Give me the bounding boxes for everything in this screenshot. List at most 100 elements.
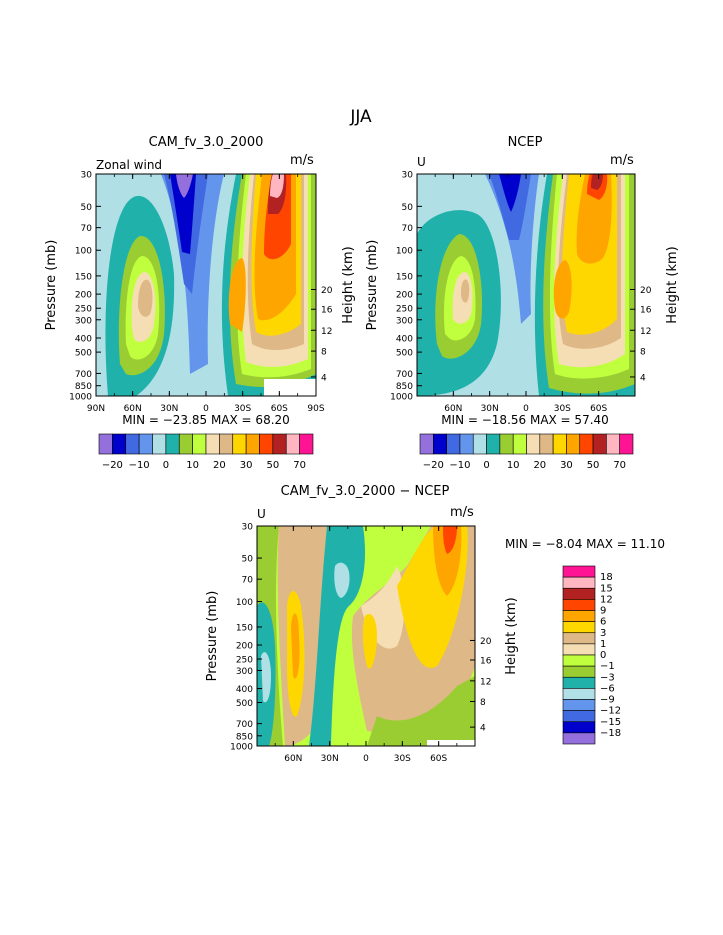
diff-contour-powder-left: [261, 652, 271, 703]
x-tick-label: 30S: [394, 754, 411, 764]
diff-y2-axis: 4 8 12 16 20: [470, 637, 492, 734]
x-tick-label: 0: [523, 404, 529, 414]
y-tick-label: 300: [75, 316, 92, 326]
x-tick-label: 60S: [271, 404, 288, 414]
diff-units: m/s: [450, 505, 474, 520]
colorbar-swatch: [299, 433, 314, 455]
colorbar-label: 10: [507, 460, 520, 471]
colorbar-swatch: [562, 732, 596, 745]
colorbar-label: 18: [600, 572, 613, 583]
diff-contour-green-right: [367, 676, 475, 746]
colorbar-label: 10: [186, 460, 199, 471]
diff-x-axis: 60N 30N 0 30S 60S: [256, 526, 476, 764]
y-tick-label: 50: [402, 203, 414, 213]
ncep-contour-cornflower: [485, 174, 539, 324]
cam-title: CAM_fv_3.0_2000: [149, 135, 264, 150]
cam-contour-purple: [176, 174, 193, 198]
y-tick-label: 50: [242, 555, 254, 565]
colorbar-swatch: [539, 433, 554, 455]
ncep-y2-axis: 4 8 12 16 20: [630, 286, 652, 383]
y2-tick-label: 12: [321, 327, 332, 337]
colorbar-label: −6: [600, 683, 615, 694]
y-tick-label: 150: [75, 272, 92, 282]
y-tick-label: 200: [236, 642, 253, 652]
y-tick-label: 70: [402, 224, 414, 234]
y-tick-label: 500: [236, 699, 253, 709]
colorbar-swatch: [486, 433, 501, 455]
x-tick-label: 60N: [124, 404, 142, 414]
colorbar-swatch: [562, 565, 596, 578]
colorbar-label: 30: [560, 460, 573, 471]
diff-contour-powder-center: [334, 562, 350, 598]
y-tick-label: 850: [396, 382, 413, 392]
figure-title: JJA: [349, 107, 372, 127]
y2-tick-label: 4: [640, 373, 646, 383]
colorbar-swatch: [579, 433, 594, 455]
y-tick-label: 400: [396, 334, 413, 344]
colorbar-swatch: [562, 621, 596, 634]
colorbar-swatch: [152, 433, 167, 455]
ncep-left-label: U: [417, 155, 426, 169]
y2-tick-label: 16: [480, 657, 492, 667]
colorbar-swatch: [566, 433, 581, 455]
y-tick-label: 70: [81, 224, 93, 234]
ncep-contour-tan: [461, 279, 470, 303]
y-tick-label: 30: [242, 523, 254, 533]
ncep-colorbar: −20 −10 0 10 20 30 50 70: [419, 433, 634, 471]
y2-tick-label: 20: [321, 286, 333, 296]
y2-tick-label: 8: [480, 698, 486, 708]
colorbar-swatch: [552, 433, 567, 455]
x-tick-label: 60N: [444, 404, 462, 414]
colorbar-swatch: [138, 433, 153, 455]
cam-panel: CAM_fv_3.0_2000 Zonal wind m/s: [44, 135, 356, 471]
colorbar-swatch: [562, 688, 596, 700]
colorbar-label: −9: [600, 695, 615, 706]
colorbar-swatch: [619, 433, 634, 455]
colorbar-swatch: [562, 699, 596, 711]
colorbar-swatch: [433, 433, 447, 455]
y-tick-label: 100: [396, 247, 413, 257]
ncep-units: m/s: [610, 153, 634, 168]
diff-min-max: MIN = −8.04 MAX = 11.10: [505, 537, 665, 551]
colorbar-label: 50: [267, 460, 280, 471]
y-tick-label: 400: [236, 685, 253, 695]
ncep-contour-blue: [499, 174, 521, 212]
colorbar-swatch: [459, 433, 474, 455]
colorbar-swatch: [562, 643, 596, 656]
colorbar-label: 0: [483, 460, 489, 471]
cam-y-label: Pressure (mb): [44, 240, 59, 331]
ncep-y-label: Pressure (mb): [365, 240, 380, 331]
y-tick-label: 150: [396, 272, 413, 282]
ncep-y2-label: Height (km): [665, 246, 680, 323]
colorbar-label: 50: [587, 460, 600, 471]
x-tick-label: 0: [203, 404, 209, 414]
colorbar-swatch: [232, 433, 247, 455]
y2-tick-label: 4: [321, 373, 327, 383]
x-tick-label: 30S: [554, 404, 571, 414]
diff-y2-label: Height (km): [504, 597, 519, 674]
colorbar-label: −12: [600, 706, 621, 717]
diff-contour-orangered-b: [443, 526, 457, 554]
colorbar-swatch: [259, 433, 274, 455]
colorbar-swatch: [219, 433, 234, 455]
colorbar-swatch: [285, 433, 300, 455]
y-tick-label: 250: [75, 305, 92, 315]
x-tick-label: 30S: [234, 404, 251, 414]
colorbar-label: 15: [600, 583, 613, 594]
y-tick-label: 500: [75, 349, 92, 359]
colorbar-label: 1: [600, 639, 606, 650]
ncep-title: NCEP: [508, 135, 543, 150]
x-tick-label: 60S: [590, 404, 607, 414]
colorbar-label: −20: [102, 460, 123, 471]
colorbar-swatch: [205, 433, 220, 455]
y-tick-label: 250: [396, 305, 413, 315]
y-tick-label: 70: [242, 576, 254, 586]
x-tick-label: 90N: [87, 404, 105, 414]
y-tick-label: 850: [236, 732, 253, 742]
colorbar-swatch: [606, 433, 620, 455]
colorbar-swatch: [125, 433, 140, 455]
colorbar-swatch: [472, 433, 487, 455]
